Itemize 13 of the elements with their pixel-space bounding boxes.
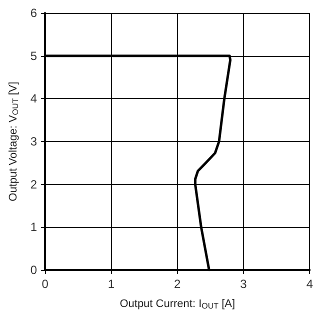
y-tick-label: 3 [30,134,38,148]
y-tick-label: 2 [30,177,38,192]
y-tick-label: 0 [30,263,38,277]
y-tick-label: 1 [30,220,38,234]
x-tick-label: 2 [174,277,182,291]
y-tick-label: 6 [30,6,38,20]
y-tick-label: 4 [30,92,38,106]
x-tick-label: 0 [42,277,49,291]
x-tick-label: 4 [306,277,314,291]
y-axis-title: Output Voltage: VOUT [V] [8,82,20,202]
x-tick-label: 1 [108,277,115,291]
x-tick-label: 3 [240,277,248,291]
y-tick-label: 5 [30,48,38,63]
